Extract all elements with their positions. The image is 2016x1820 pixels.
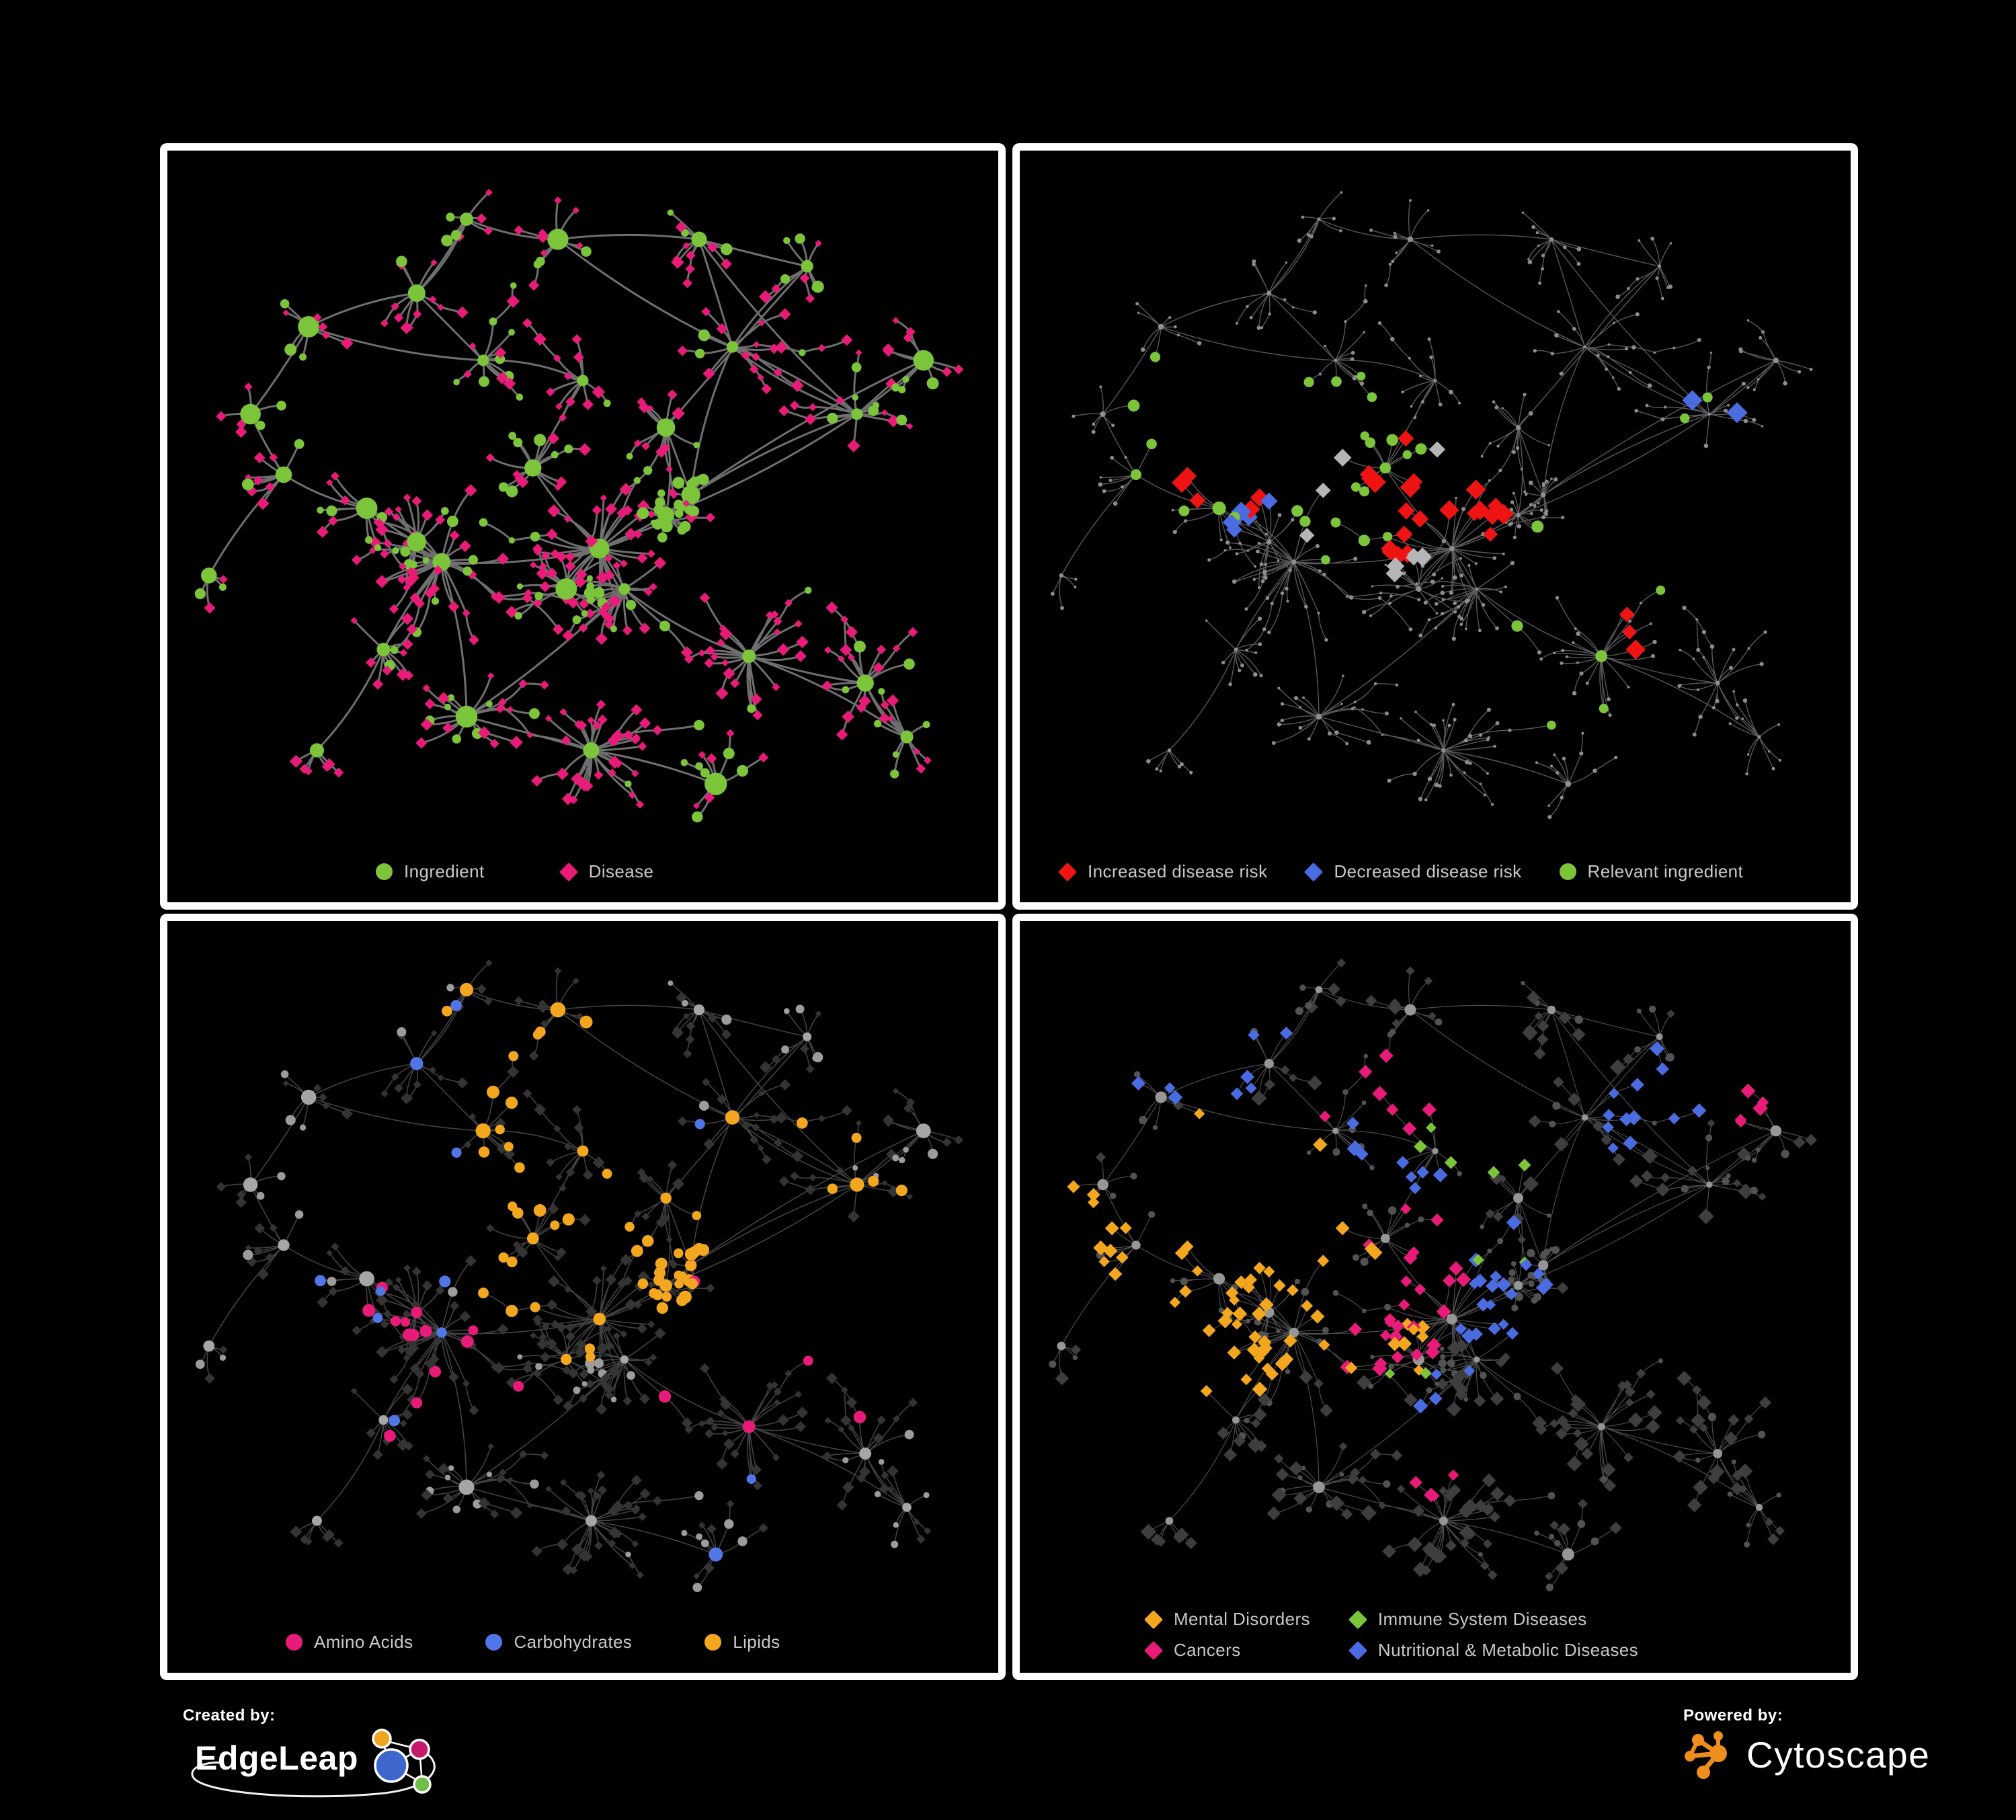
lipids-swatch-icon [704,1634,722,1651]
legend-item-decreased-risk: Decreased disease risk [1304,861,1522,882]
cytoscape-logo-icon [1685,1731,1727,1779]
nutritional-metabolic-swatch-icon [1348,1640,1368,1660]
edgeleap-branding: Created by: EdgeLeap [183,1706,479,1801]
legend-item-ingredient: Ingredient [376,861,485,882]
legend-label: Lipids [733,1632,780,1652]
cytoscape-name: Cytoscape [1746,1734,1931,1776]
legend-label: Decreased disease risk [1334,861,1522,881]
legend-item-relevant-ingredient: Relevant ingredient [1559,861,1744,882]
legend-item-increased-risk: Increased disease risk [1057,861,1268,882]
legend-label: Mental Disorders [1174,1609,1310,1629]
panel-ingredient-disease: Ingredient Disease [160,143,1006,910]
amino-acids-swatch-icon [286,1634,303,1651]
legend-item-cancers: Cancers [1143,1640,1310,1661]
legend-label: Carbohydrates [514,1632,633,1652]
edgeleap-logo: EdgeLeap [183,1727,479,1801]
legend-label: Disease [588,861,654,881]
legend-ingredient-disease: Ingredient Disease [167,861,653,882]
legend-macronutrients: Amino Acids Carbohydrates Lipids [167,1632,780,1653]
disease-swatch-icon [559,862,578,881]
created-by-label: Created by: [183,1706,276,1725]
cancers-swatch-icon [1143,1640,1164,1660]
legend-item-immune-diseases: Immune System Diseases [1348,1609,1638,1630]
legend-item-disease: Disease [559,861,654,882]
decreased-risk-swatch-icon [1304,862,1324,881]
network-graph-disease-classes [1049,958,1818,1591]
increased-risk-swatch-icon [1057,862,1078,881]
legend-label: Nutritional & Metabolic Diseases [1377,1640,1638,1660]
legend-disease-classes: Mental Disorders Immune System Diseases … [1020,1609,1638,1661]
legend-item-lipids: Lipids [704,1632,780,1653]
legend-label: Immune System Diseases [1377,1609,1587,1629]
edgeleap-logo-icon [191,1729,436,1798]
edgeleap-name: EdgeLeap [195,1739,358,1777]
immune-diseases-swatch-icon [1348,1610,1368,1629]
panel-disease-risk: Increased disease risk Decreased disease… [1012,143,1858,910]
powered-by-label: Powered by: [1683,1706,1783,1725]
legend-disease-risk: Increased disease risk Decreased disease… [1020,861,1743,882]
legend-item-amino-acids: Amino Acids [286,1632,413,1653]
legend-item-carbohydrates: Carbohydrates [485,1632,632,1653]
legend-label: Relevant ingredient [1587,861,1744,881]
network-graph-disease-risk [1050,191,1813,820]
legend-label: Amino Acids [314,1632,413,1652]
relevant-ingredient-swatch-icon [1559,863,1576,880]
panel-macronutrients: Amino Acids Carbohydrates Lipids [160,914,1006,1680]
ingredient-swatch-icon [376,863,393,880]
legend-label: Ingredient [404,861,485,881]
network-graph-ingredient-disease [194,188,964,823]
legend-item-nutritional-metabolic: Nutritional & Metabolic Diseases [1348,1640,1638,1661]
panel-disease-classes: Mental Disorders Immune System Diseases … [1012,914,1858,1680]
carbohydrates-swatch-icon [485,1634,503,1651]
legend-label: Increased disease risk [1088,861,1268,881]
cytoscape-branding: Powered by: Cytoscape [1683,1706,1930,1780]
legend-item-mental-disorders: Mental Disorders [1143,1609,1310,1630]
mental-disorders-swatch-icon [1143,1610,1164,1629]
network-graph-macronutrients [195,959,963,1592]
legend-label: Cancers [1174,1640,1241,1660]
